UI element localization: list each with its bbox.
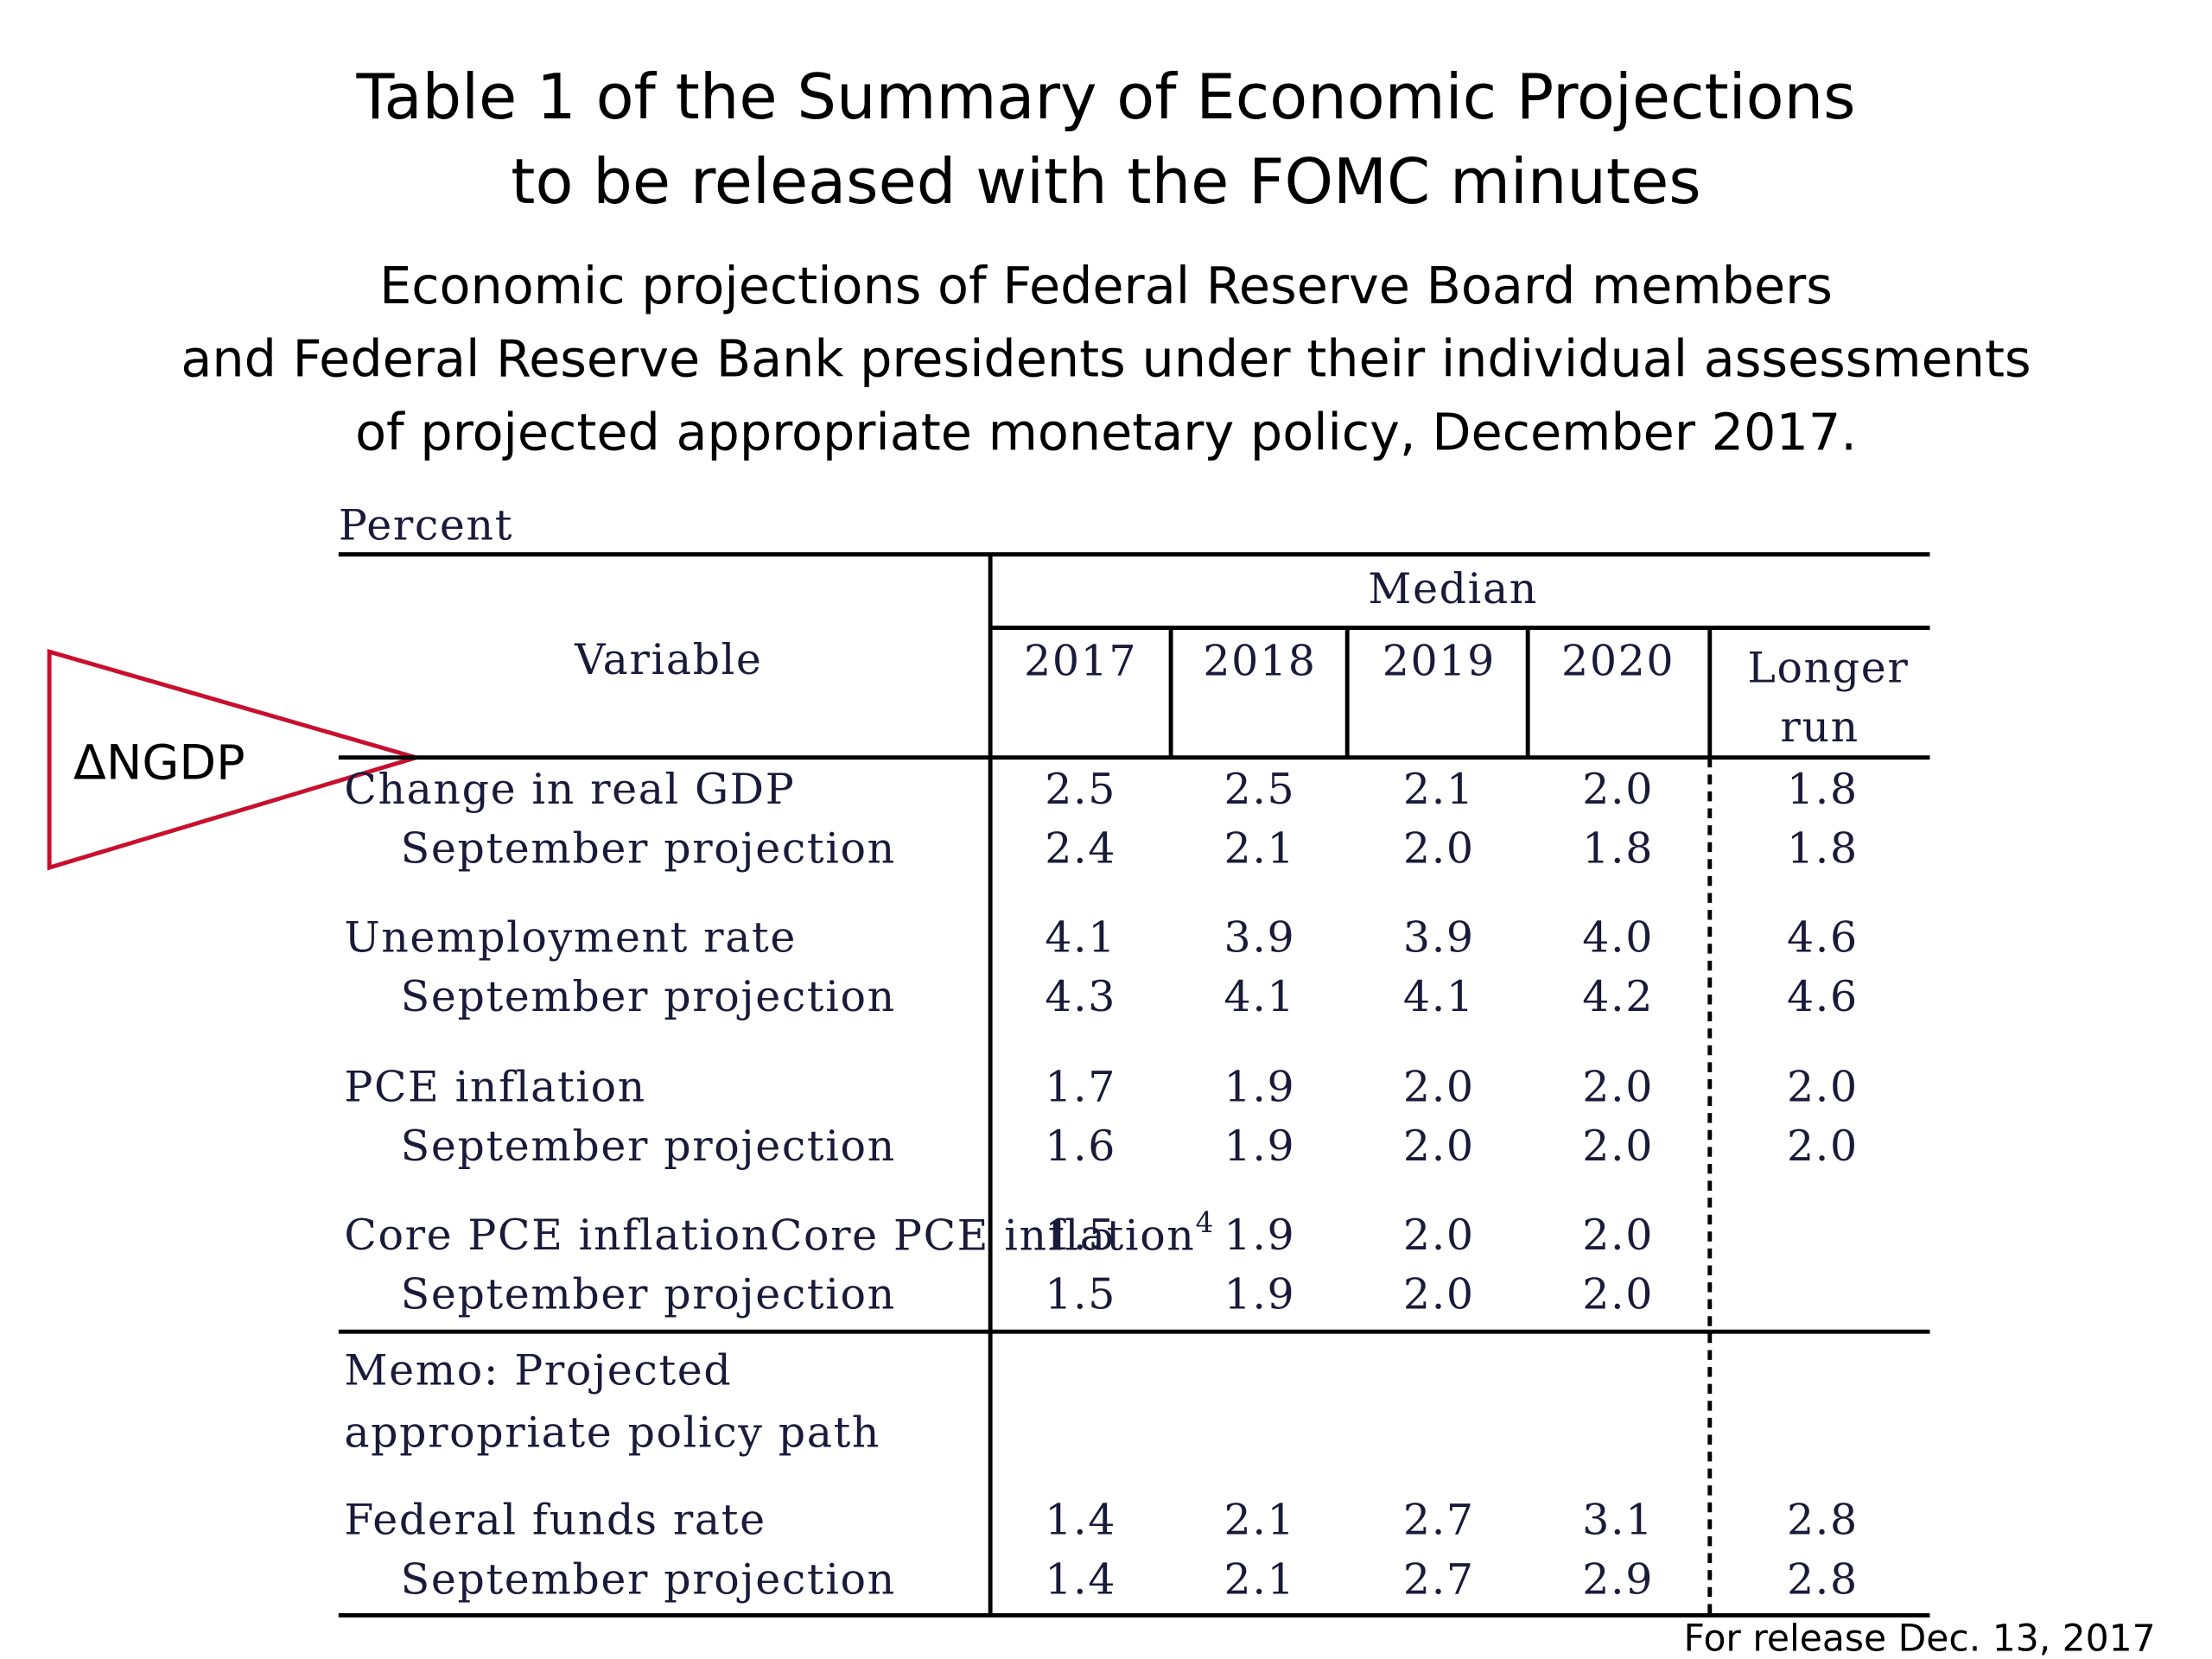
footnote: 4 bbox=[1195, 1206, 1214, 1239]
cell: 1.8 bbox=[1787, 765, 1859, 814]
cell: 2.7 bbox=[1403, 1496, 1475, 1545]
year-header: 2020 bbox=[1561, 636, 1675, 685]
sub-label: September projection bbox=[401, 824, 896, 874]
cell: 2.0 bbox=[1582, 1122, 1654, 1171]
subtitle: of projected appropriate monetary policy… bbox=[355, 403, 1857, 462]
cell: 2.0 bbox=[1403, 1211, 1475, 1260]
longer-run-header: Longer bbox=[1747, 644, 1909, 693]
cell: 4.0 bbox=[1582, 912, 1654, 962]
title: Table 1 of the Summary of Economic Proje… bbox=[355, 60, 1855, 133]
cell: 1.7 bbox=[1045, 1063, 1116, 1112]
sub-label: September projection bbox=[401, 1554, 896, 1604]
sub-label: September projection bbox=[401, 1122, 896, 1171]
cell: 1.4 bbox=[1045, 1496, 1116, 1545]
cell: 1.9 bbox=[1224, 1270, 1296, 1319]
cell: 2.0 bbox=[1403, 1063, 1475, 1112]
cell: 2.5 bbox=[1045, 765, 1116, 814]
cell: 2.1 bbox=[1224, 824, 1296, 874]
cell: 2.0 bbox=[1582, 1063, 1654, 1112]
cell: 1.9 bbox=[1224, 1211, 1296, 1260]
cell: 1.8 bbox=[1582, 824, 1654, 874]
cell: 1.8 bbox=[1787, 824, 1859, 874]
cell: 1.4 bbox=[1045, 1554, 1116, 1604]
row-label: Change in real GDP bbox=[344, 765, 795, 814]
cell: 1.5 bbox=[1045, 1270, 1116, 1319]
cell: 1.6 bbox=[1045, 1122, 1116, 1171]
row-label: Unemployment rate bbox=[344, 912, 797, 962]
cell: 2.0 bbox=[1403, 824, 1475, 874]
cell: 1.9 bbox=[1224, 1063, 1296, 1112]
cell: 4.6 bbox=[1787, 912, 1859, 962]
row-label: PCE inflation bbox=[344, 1063, 645, 1112]
cell: 4.6 bbox=[1787, 972, 1859, 1021]
cell: 2.0 bbox=[1787, 1063, 1859, 1112]
unit: Percent bbox=[339, 501, 513, 550]
cell: 2.0 bbox=[1403, 1122, 1475, 1171]
cell: 2.9 bbox=[1582, 1554, 1654, 1604]
cell: 2.1 bbox=[1403, 765, 1475, 814]
title: to be released with the FOMC minutes bbox=[511, 145, 1700, 218]
cell: 4.1 bbox=[1403, 972, 1475, 1021]
memo: appropriate policy path bbox=[344, 1408, 880, 1458]
cell: 2.0 bbox=[1787, 1122, 1859, 1171]
longer-run-header: run bbox=[1780, 702, 1859, 752]
subtitle: Economic projections of Federal Reserve … bbox=[379, 256, 1833, 315]
cell: 4.3 bbox=[1045, 972, 1116, 1021]
cell: 2.8 bbox=[1787, 1554, 1859, 1604]
cell: 4.2 bbox=[1582, 972, 1654, 1021]
cell: 2.5 bbox=[1224, 765, 1296, 814]
cell: 2.1 bbox=[1224, 1554, 1296, 1604]
variable-header: Variable bbox=[574, 635, 762, 684]
median-header: Median bbox=[1368, 564, 1538, 613]
sub-label: September projection bbox=[401, 972, 896, 1021]
cell: 2.0 bbox=[1582, 1211, 1654, 1260]
subtitle: and Federal Reserve Bank presidents unde… bbox=[181, 329, 2031, 389]
row-label: Core PCE inflation bbox=[770, 1211, 1196, 1260]
cell: 3.9 bbox=[1403, 912, 1475, 962]
sub-label: September projection bbox=[401, 1270, 896, 1319]
memo: Memo: Projected bbox=[344, 1346, 732, 1395]
row-label-wrap: Core PCE inflationCore PCE inflation4 bbox=[344, 1206, 1215, 1260]
year-header: 2019 bbox=[1382, 636, 1496, 685]
footer: For release Dec. 13, 2017 bbox=[1684, 1618, 2156, 1659]
cell: 3.9 bbox=[1224, 912, 1296, 962]
cell: 2.0 bbox=[1582, 1270, 1654, 1319]
cell: 2.0 bbox=[1582, 765, 1654, 814]
cell: 2.4 bbox=[1045, 824, 1116, 874]
cell: 1.9 bbox=[1224, 1122, 1296, 1171]
annotation-arrow bbox=[47, 649, 424, 871]
cell: 2.1 bbox=[1224, 1496, 1296, 1545]
year-header: 2017 bbox=[1024, 636, 1137, 685]
cell: 1.5 bbox=[1045, 1211, 1116, 1260]
annotation: ΔNGDP bbox=[73, 735, 245, 791]
cell: 2.8 bbox=[1787, 1496, 1859, 1545]
cell: 3.1 bbox=[1582, 1496, 1654, 1545]
year-header: 2018 bbox=[1203, 636, 1316, 685]
cell: 2.0 bbox=[1403, 1270, 1475, 1319]
cell: 4.1 bbox=[1045, 912, 1116, 962]
row-label: Federal funds rate bbox=[344, 1496, 766, 1545]
cell: 2.7 bbox=[1403, 1554, 1475, 1604]
cell: 4.1 bbox=[1224, 972, 1296, 1021]
